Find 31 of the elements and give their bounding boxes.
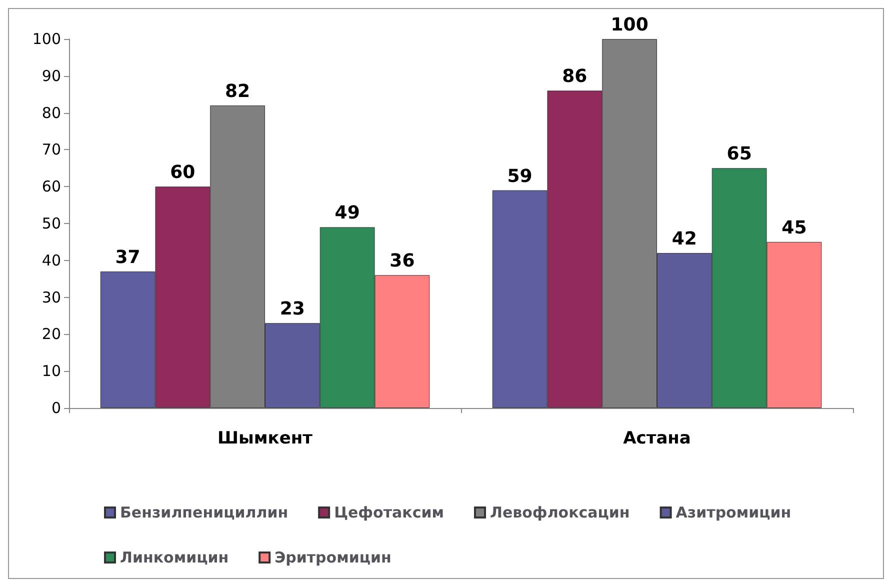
y-tick-label: 60: [42, 178, 61, 196]
data-label: 49: [334, 202, 360, 224]
legend-label: Эритромицин: [274, 548, 392, 566]
data-label: 86: [562, 66, 588, 88]
data-label: 36: [390, 250, 415, 272]
x-tick-label: Шымкент: [218, 428, 313, 448]
legend-label: Левофлоксацин: [490, 504, 630, 522]
legend-label: Азитромицин: [676, 504, 792, 522]
data-label: 65: [726, 144, 752, 165]
y-tick-label: 80: [42, 104, 61, 122]
y-tick-label: 40: [42, 251, 61, 270]
data-label: 42: [672, 228, 697, 250]
data-label: 23: [280, 298, 305, 320]
y-tick-label: 50: [42, 214, 61, 232]
legend-label: Цефотаксим: [334, 504, 444, 522]
data-label: 45: [782, 217, 807, 238]
x-tick-label: Астана: [623, 428, 691, 448]
data-label: 60: [170, 162, 196, 184]
data-label: 37: [115, 246, 140, 268]
y-tick-label: 100: [32, 30, 61, 48]
legend-label: Линкомицин: [120, 548, 229, 566]
y-tick-label: 70: [42, 140, 61, 159]
data-label: 82: [225, 80, 250, 102]
data-label: 100: [610, 14, 648, 36]
y-tick-label: 30: [42, 288, 61, 306]
y-tick-label: 20: [42, 325, 61, 344]
legend-label: Бензилпенициллин: [120, 504, 288, 522]
y-tick-label: 90: [42, 66, 61, 85]
data-label: 59: [507, 166, 532, 187]
y-tick-label: 10: [42, 362, 61, 380]
y-tick-label: 0: [51, 399, 61, 417]
